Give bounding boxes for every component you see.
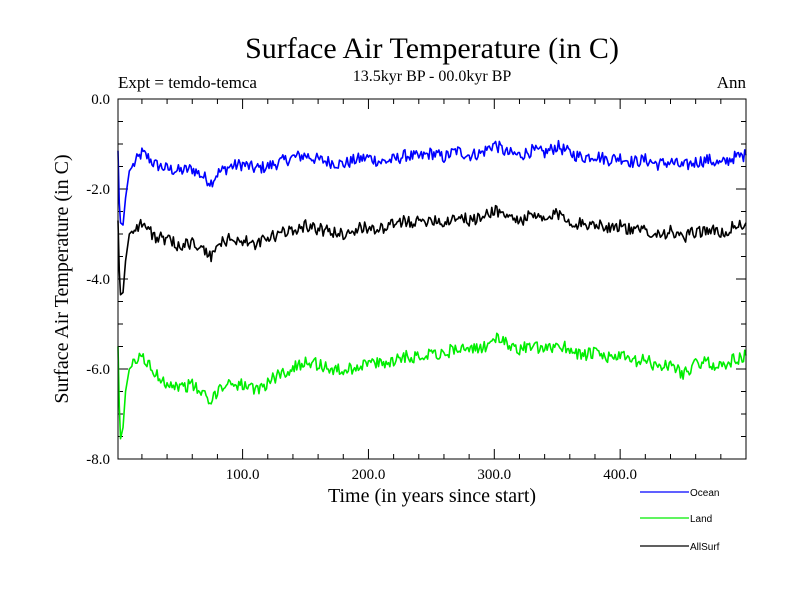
x-tick-label: 100.0 [226, 467, 260, 483]
series-line-land [117, 332, 747, 440]
x-tick-label: 300.0 [477, 467, 511, 483]
y-tick-label: 0.0 [91, 92, 110, 108]
legend-label-land: Land [690, 514, 712, 525]
y-tick-label: -6.0 [86, 362, 110, 378]
y-tick-label: -4.0 [86, 272, 110, 288]
y-tick-label: -2.0 [86, 182, 110, 198]
y-tick-label: -8.0 [86, 452, 110, 468]
legend-label-ocean: Ocean [690, 488, 719, 499]
series-line-ocean [117, 139, 747, 226]
experiment-annotation: Expt = temdo-temca [118, 73, 257, 92]
legend: Ocean Land AllSurf [640, 488, 720, 553]
legend-label-allsurf: AllSurf [690, 542, 720, 553]
x-axis-label: Time (in years since start) [328, 485, 536, 507]
x-tick-label: 200.0 [352, 467, 386, 483]
season-annotation: Ann [717, 73, 747, 92]
chart-title: Surface Air Temperature (in C) [245, 32, 619, 65]
plot-frame [117, 98, 747, 460]
series-line-allsurf [117, 204, 747, 296]
y-axis-label: Surface Air Temperature (in C) [51, 154, 73, 403]
chart-subtitle: 13.5kyr BP - 00.0kyr BP [353, 68, 512, 85]
series-lines [117, 139, 747, 440]
axes: 100.0 200.0 300.0 400.0 0.0 -2.0 -4.0 -6.0 -8.0 [86, 92, 746, 483]
x-tick-label: 400.0 [603, 467, 637, 483]
